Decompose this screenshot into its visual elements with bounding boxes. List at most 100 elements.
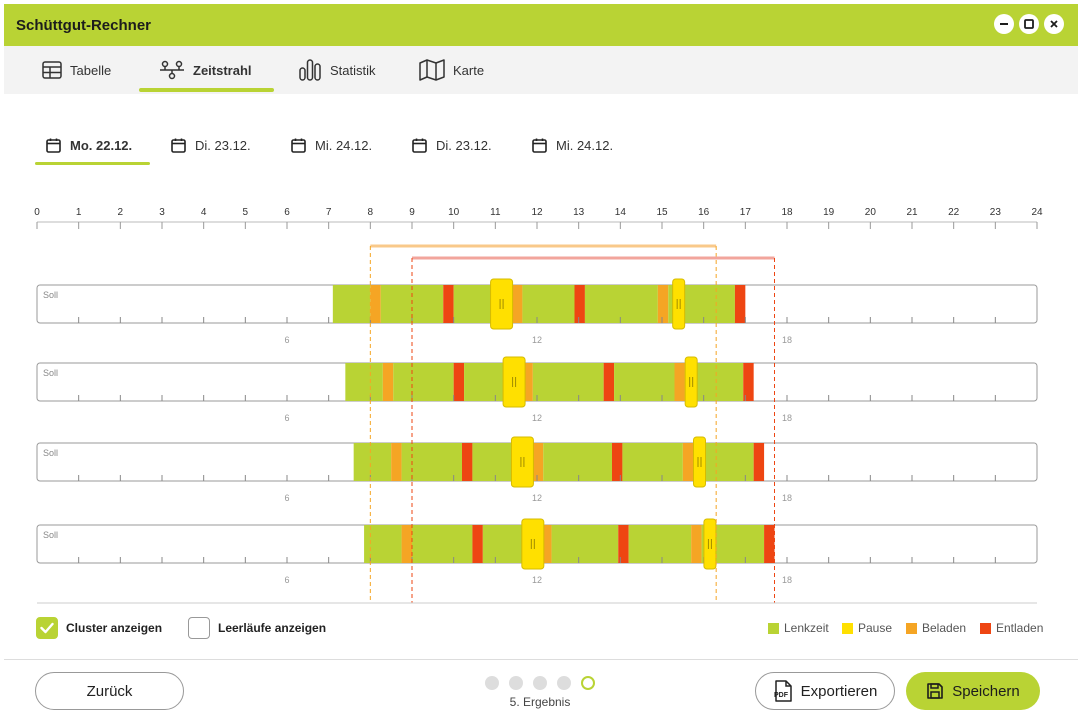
row-segment: [691, 525, 702, 563]
idle-checkbox[interactable]: [188, 617, 210, 639]
axis-hour-label: 1: [76, 207, 82, 218]
timeline-row: [36, 524, 1038, 564]
day-tab-label: Mi. 24.12.: [315, 137, 373, 153]
row-segment: [382, 363, 394, 401]
row-segment: [380, 285, 444, 323]
row-segment: [734, 285, 746, 323]
tab-statistik[interactable]: Statistik: [298, 46, 376, 94]
back-button[interactable]: Zurück: [35, 672, 184, 710]
save-button[interactable]: Speichern: [906, 672, 1040, 710]
export-button-label: Exportieren: [800, 682, 878, 700]
tab-tabelle[interactable]: Tabelle: [42, 46, 111, 94]
legend-entladen-label: Entladen: [996, 621, 1044, 635]
row-segment: [551, 525, 619, 563]
axis-hour-label: 11: [490, 207, 501, 218]
row-segment: [753, 443, 765, 481]
cluster-toggle[interactable]: Cluster anzeigen: [36, 617, 162, 639]
step-dot: [557, 676, 571, 690]
step-dot-current: [581, 676, 595, 690]
calendar-icon: [412, 138, 427, 153]
row-segment: [674, 363, 685, 401]
row-segment: [668, 285, 735, 323]
legend-swatch-lenkzeit: [768, 622, 779, 634]
table-icon: [42, 61, 62, 79]
row-segment: [453, 363, 465, 401]
row-segment: [472, 525, 483, 563]
cluster-checkbox[interactable]: [36, 617, 58, 639]
row-segment: [701, 525, 765, 563]
row-segment: [693, 443, 754, 481]
chart-icon: [299, 59, 321, 81]
legend-swatch-pause: [842, 622, 853, 634]
calendar-icon: [171, 138, 186, 153]
legend-beladen: Beladen: [906, 621, 966, 635]
legend-pause-label: Pause: [858, 621, 893, 635]
pause-marker: [502, 356, 526, 408]
row-hour-label: 12: [532, 335, 542, 345]
axis-hour-label: 8: [368, 207, 374, 218]
axis-hour-label: 15: [656, 207, 668, 218]
axis-hour-label: 19: [823, 207, 835, 218]
pdf-icon: PDF: [774, 680, 792, 702]
legend-beladen-label: Beladen: [922, 621, 967, 635]
row-segment: [464, 363, 523, 401]
map-icon: [419, 59, 445, 81]
legend-lenkzeit-label: Lenkzeit: [784, 621, 829, 635]
row-segment: [532, 443, 544, 481]
axis-hour-label: 17: [740, 207, 752, 218]
row-segment: [353, 443, 392, 481]
close-icon[interactable]: [1044, 14, 1064, 34]
step-dot: [533, 676, 547, 690]
row-segment: [512, 285, 523, 323]
export-button[interactable]: PDF Exportieren: [755, 672, 895, 710]
row-segment: [345, 363, 383, 401]
row-hour-label: 12: [532, 493, 542, 503]
row-segment: [618, 525, 629, 563]
tab-zeitstrahl-label: Zeitstrahl: [193, 62, 252, 78]
day-tab-2[interactable]: Di. 23.12.: [171, 130, 251, 160]
row-soll-label: Soll: [43, 448, 58, 458]
svg-text:PDF: PDF: [774, 692, 789, 699]
row-hour-label: 12: [532, 413, 542, 423]
axis-hour-label: 10: [448, 207, 460, 218]
pause-marker: [684, 356, 698, 408]
day-tab-5[interactable]: Mi. 24.12.: [532, 130, 613, 160]
title-bar: Schüttgut-Rechner: [4, 4, 1078, 46]
legend-lenkzeit: Lenkzeit: [768, 621, 829, 635]
save-button-label: Speichern: [952, 682, 1020, 700]
row-segment: [764, 525, 775, 563]
row-hour-label: 12: [532, 575, 542, 585]
row-segment: [657, 285, 669, 323]
tab-karte[interactable]: Karte: [419, 46, 484, 94]
day-tab-label: Di. 23.12.: [195, 137, 251, 153]
day-tab-1[interactable]: Mo. 22.12.: [46, 130, 132, 160]
day-tab-4[interactable]: Di. 23.12.: [412, 130, 492, 160]
row-hour-label: 6: [284, 413, 289, 423]
day-tab-3[interactable]: Mi. 24.12.: [291, 130, 372, 160]
row-segment: [412, 525, 473, 563]
minimize-icon[interactable]: [994, 14, 1014, 34]
row-segment: [612, 443, 623, 481]
pause-marker: [521, 518, 545, 570]
axis-hour-label: 12: [531, 207, 543, 218]
save-icon: [927, 683, 944, 699]
footer-divider: [4, 659, 1078, 660]
row-hour-label: 18: [782, 413, 792, 423]
tab-zeitstrahl[interactable]: Zeitstrahl: [159, 46, 252, 94]
step-dot: [485, 676, 499, 690]
row-segment: [682, 443, 694, 481]
row-soll-label: Soll: [43, 530, 58, 540]
pause-marker: [672, 278, 686, 330]
axis-hour-label: 2: [118, 207, 124, 218]
idle-toggle[interactable]: Leerläufe anzeigen: [188, 617, 326, 639]
axis-hour-label: 13: [573, 207, 585, 218]
legend-swatch-beladen: [906, 622, 917, 634]
pause-marker: [490, 278, 514, 330]
timeline-icon: [160, 60, 184, 80]
row-segment: [391, 443, 402, 481]
row-segment: [370, 285, 381, 323]
step-label: 5. Ergebnis: [509, 695, 571, 709]
axis-hour-label: 3: [159, 207, 165, 218]
maximize-icon[interactable]: [1019, 14, 1039, 34]
calendar-icon: [291, 138, 306, 153]
